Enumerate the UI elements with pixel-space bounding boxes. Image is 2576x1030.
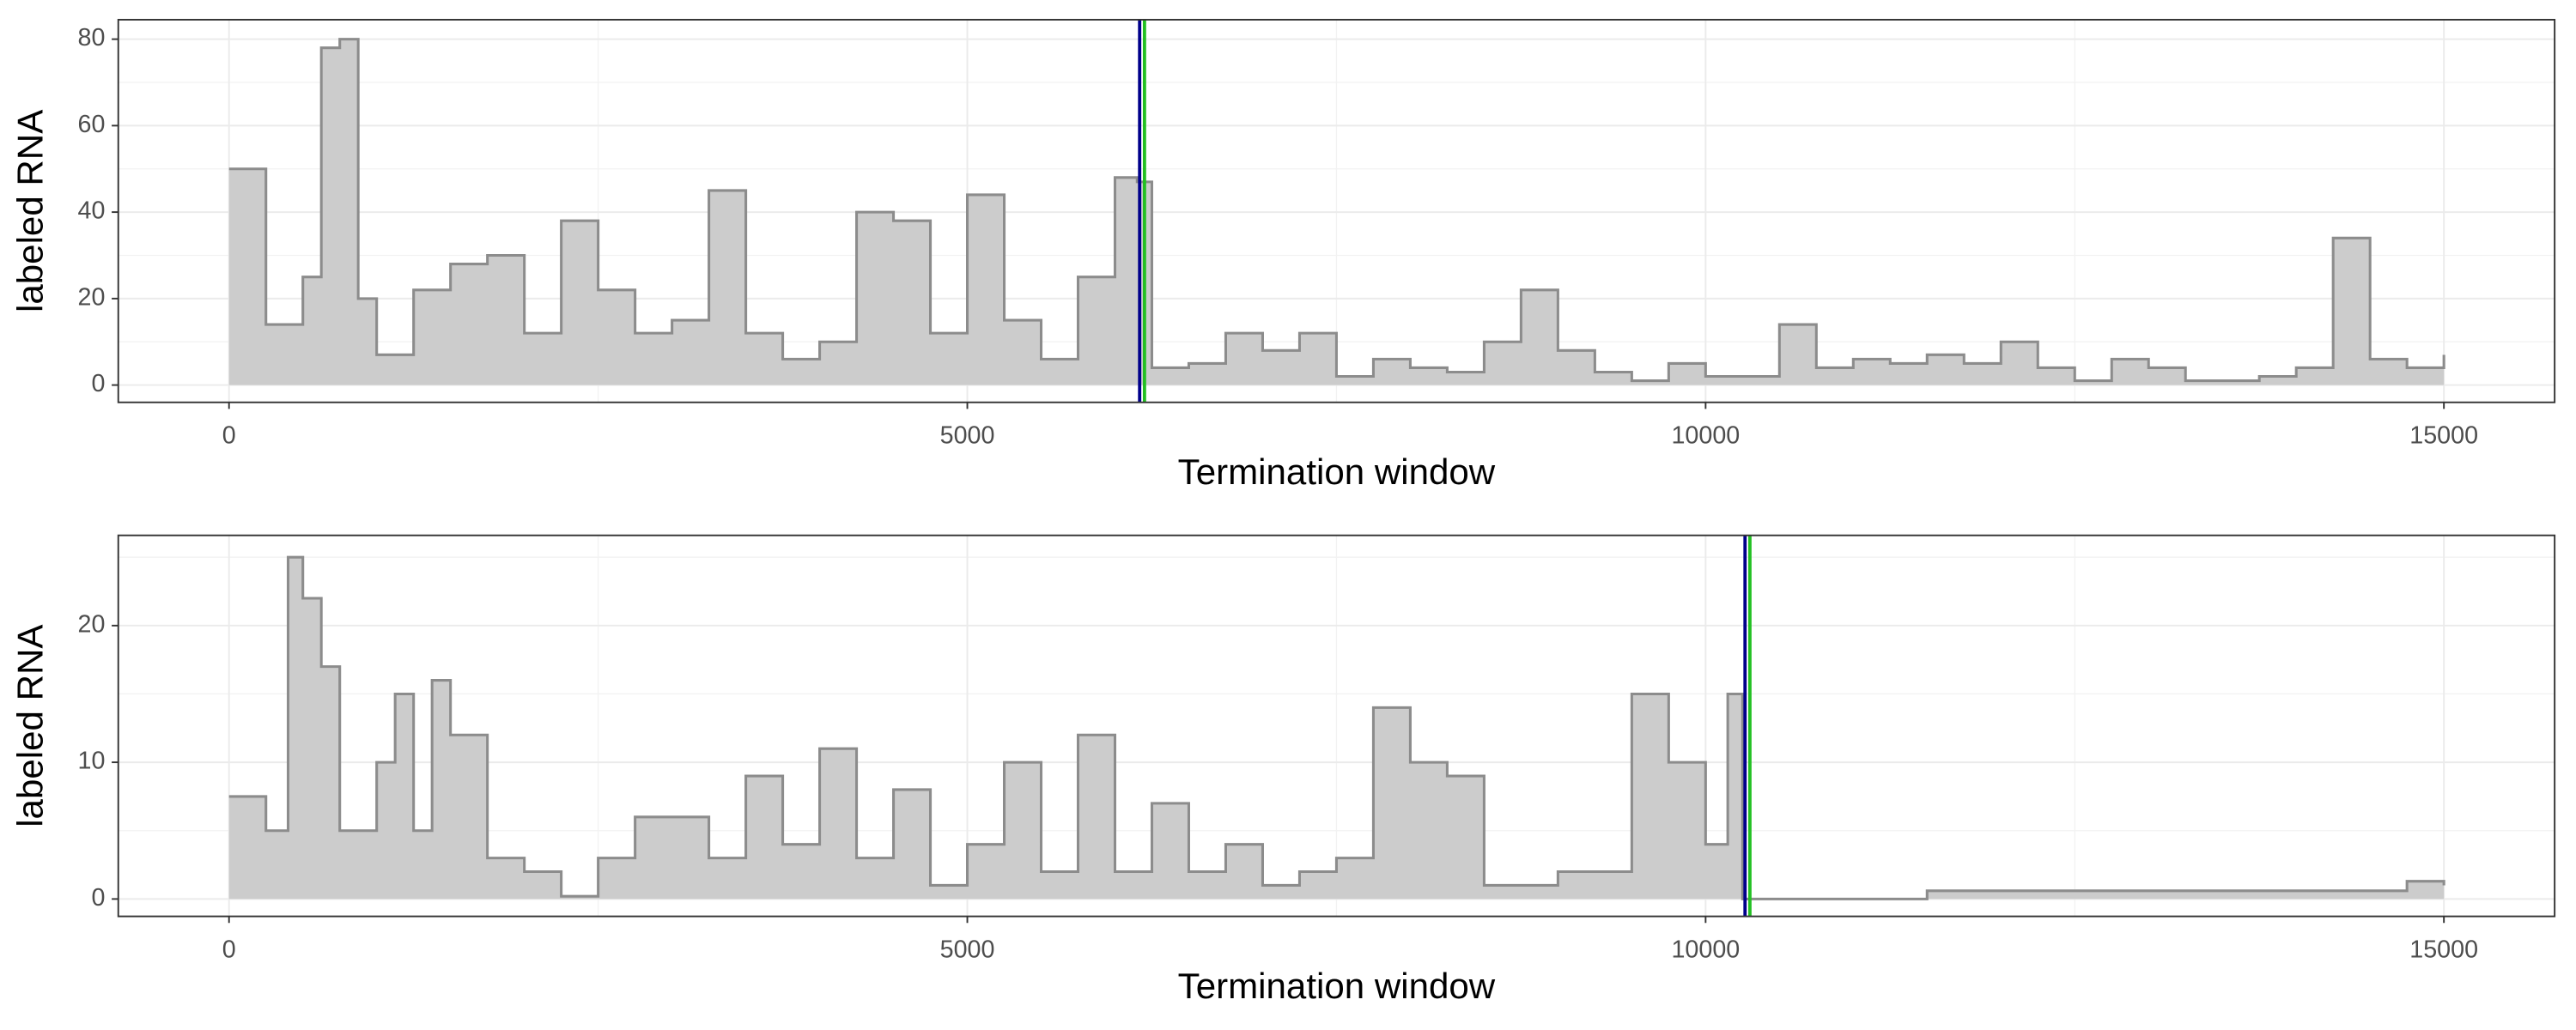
y-tick-label: 80	[78, 24, 106, 52]
panel-border	[117, 534, 2556, 918]
x-axis-label: Termination window	[1178, 966, 1496, 1006]
x-tick-label: 10000	[1671, 936, 1740, 963]
line	[228, 555, 2445, 900]
y-tick-label: 20	[78, 610, 106, 638]
y-tick-label: 40	[78, 197, 106, 225]
y-tick-label: 20	[78, 283, 106, 311]
panel-border	[117, 19, 2556, 403]
area	[228, 39, 2445, 385]
x-tick-label: 0	[222, 936, 236, 963]
x-tick-label: 15000	[2409, 936, 2478, 963]
y-axis-label: labeled RNA	[9, 110, 50, 312]
x-axis-label: Termination window	[1178, 451, 1496, 492]
y-tick-label: 0	[91, 884, 105, 912]
x-tick-label: 10000	[1671, 422, 1740, 450]
line	[228, 38, 2445, 383]
x-tick-label: 0	[222, 422, 236, 450]
x-tick-label: 5000	[940, 936, 995, 963]
y-tick-label: 10	[78, 748, 106, 775]
y-tick-label: 0	[91, 370, 105, 397]
y-axis-label: labeled RNA	[9, 625, 50, 827]
y-tick-label: 60	[78, 111, 106, 138]
x-tick-label: 5000	[940, 422, 995, 450]
x-tick-label: 15000	[2409, 422, 2478, 450]
